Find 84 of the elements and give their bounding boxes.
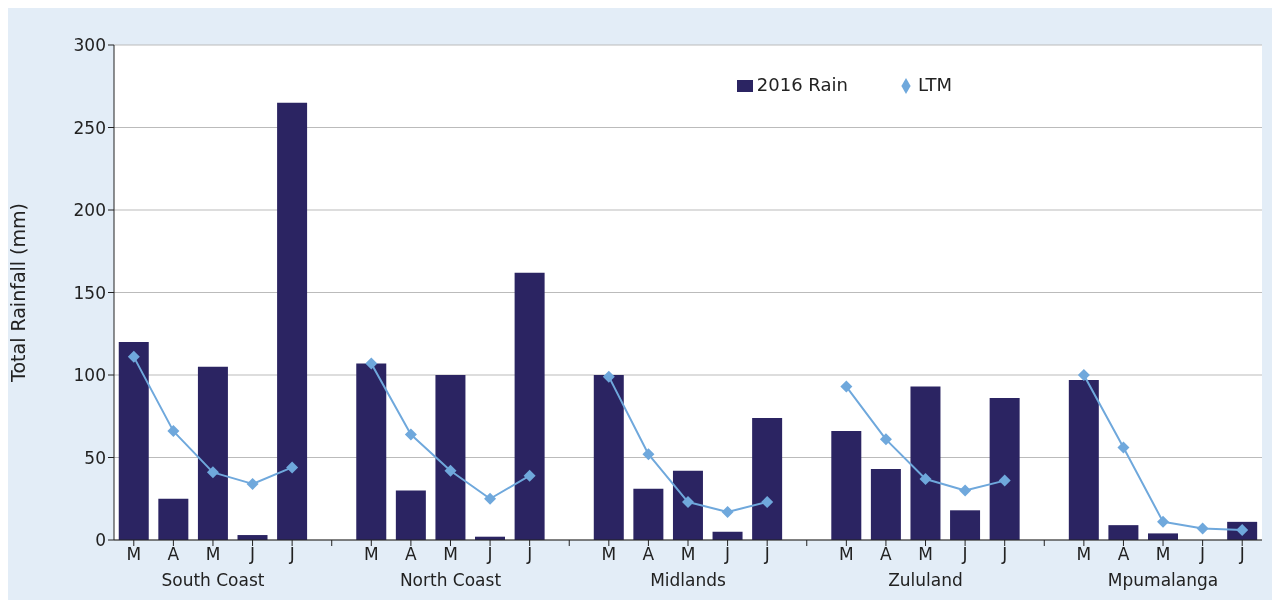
point bbox=[1077, 369, 1090, 381]
bar bbox=[633, 488, 664, 540]
x-tick-label: M bbox=[1076, 544, 1092, 565]
x-tick-label: J bbox=[724, 544, 731, 565]
y-axis-title: Total Rainfall (mm) bbox=[6, 203, 29, 383]
point bbox=[642, 448, 655, 461]
x-tick-label: M bbox=[839, 544, 854, 565]
y-tick-label: 100 bbox=[73, 365, 106, 386]
point bbox=[206, 466, 219, 479]
point bbox=[959, 484, 972, 497]
x-tick-label: M bbox=[363, 544, 379, 565]
bar bbox=[989, 398, 1020, 540]
text: North Coast bbox=[399, 570, 502, 591]
y-tick-label: 150 bbox=[73, 282, 106, 303]
x-tick-label: J bbox=[249, 544, 256, 565]
point bbox=[1196, 522, 1209, 535]
bar bbox=[831, 431, 862, 540]
point bbox=[919, 472, 932, 485]
bar bbox=[910, 386, 941, 540]
x-tick-label: J bbox=[1199, 544, 1206, 565]
x-tick-label: J bbox=[526, 544, 533, 565]
bar bbox=[197, 366, 228, 540]
point bbox=[484, 492, 497, 505]
x-tick-label: A bbox=[880, 544, 893, 565]
bar bbox=[277, 102, 308, 540]
x-tick-label: M bbox=[601, 544, 617, 565]
bar bbox=[118, 342, 149, 540]
point bbox=[761, 496, 774, 509]
bar bbox=[514, 272, 545, 540]
point bbox=[602, 370, 615, 383]
point bbox=[1157, 515, 1170, 528]
y-tick-label: 50 bbox=[84, 447, 106, 468]
legend-label: 2016 Rain bbox=[756, 74, 848, 95]
x-tick-label: J bbox=[1001, 544, 1008, 565]
bar bbox=[395, 490, 426, 540]
bar bbox=[1108, 525, 1139, 540]
y-tick-label: 200 bbox=[73, 200, 106, 221]
x-tick-label: J bbox=[763, 544, 770, 565]
point bbox=[523, 469, 536, 482]
point bbox=[998, 474, 1011, 487]
bar bbox=[752, 417, 783, 540]
point bbox=[167, 425, 180, 438]
bar bbox=[672, 470, 703, 540]
point bbox=[682, 496, 694, 509]
y-tick-label: 250 bbox=[73, 117, 106, 138]
bar bbox=[950, 510, 981, 540]
text: Zululand bbox=[888, 570, 963, 591]
bar bbox=[435, 375, 466, 540]
x-tick-label: M bbox=[443, 544, 458, 565]
bar bbox=[356, 363, 387, 540]
x-tick-label: M bbox=[680, 544, 696, 565]
text: Mpumalanga bbox=[1107, 570, 1219, 591]
legend-label: LTM bbox=[917, 74, 952, 95]
point bbox=[246, 477, 259, 490]
point bbox=[404, 428, 417, 441]
point bbox=[879, 433, 892, 446]
text: South Coast bbox=[161, 570, 265, 591]
bar bbox=[1147, 533, 1178, 540]
x-tick-label: A bbox=[405, 544, 418, 565]
point bbox=[1117, 441, 1130, 454]
point bbox=[365, 357, 378, 370]
y-tick-label: 0 bbox=[95, 530, 106, 551]
x-tick-label: M bbox=[126, 544, 142, 565]
x-tick-label: J bbox=[1238, 544, 1245, 565]
bar bbox=[1068, 379, 1099, 540]
x-tick-label: M bbox=[918, 544, 933, 565]
bar bbox=[158, 498, 189, 540]
x-tick-label: A bbox=[642, 544, 655, 565]
y-tick-label: 300 bbox=[73, 35, 106, 56]
bar bbox=[870, 469, 901, 540]
bar bbox=[593, 375, 624, 540]
point bbox=[286, 461, 299, 474]
text: Midlands bbox=[650, 570, 727, 591]
x-tick-label: J bbox=[961, 544, 968, 565]
point bbox=[721, 505, 734, 518]
x-tick-label: A bbox=[167, 544, 180, 565]
point bbox=[840, 380, 853, 393]
point bbox=[444, 464, 457, 477]
x-tick-label: J bbox=[486, 544, 493, 565]
x-tick-label: A bbox=[1117, 544, 1130, 565]
point bbox=[127, 350, 140, 363]
x-tick-label: M bbox=[205, 544, 221, 565]
x-tick-label: J bbox=[288, 544, 295, 565]
x-tick-label: M bbox=[1155, 544, 1171, 565]
